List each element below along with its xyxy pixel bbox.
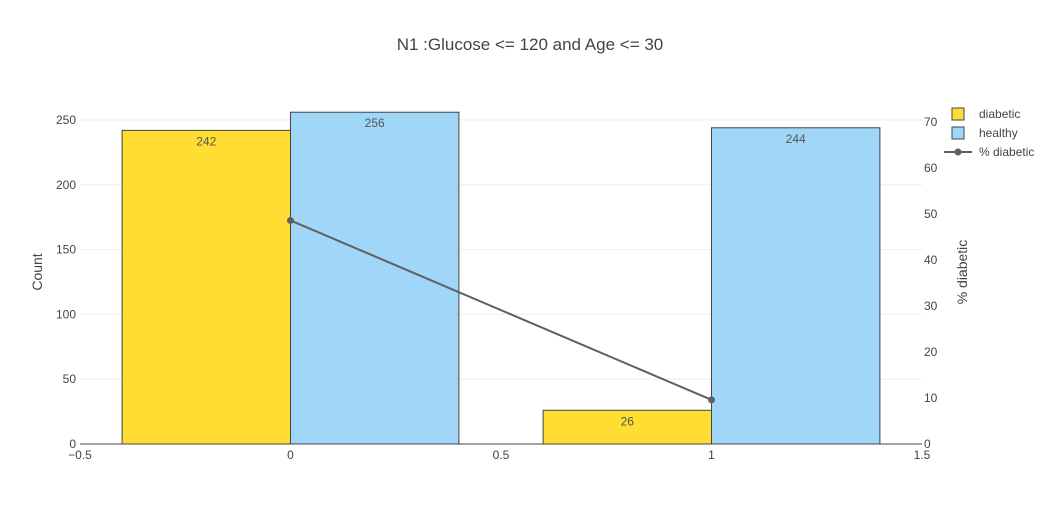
y2-tick-label: 50: [924, 207, 938, 221]
bar-value-label: 256: [365, 116, 385, 130]
bar-value-label: 242: [196, 134, 216, 148]
x-tick-label: 0: [287, 448, 294, 462]
y-tick-label: 0: [69, 437, 76, 451]
bar-diabetic[interactable]: [542, 409, 712, 445]
legend-label[interactable]: % diabetic: [979, 145, 1034, 159]
bar-diabetic[interactable]: [121, 129, 291, 445]
legend-label[interactable]: diabetic: [979, 107, 1020, 121]
y2-tick-label: 10: [924, 391, 938, 405]
x-tick-label: 1: [708, 448, 715, 462]
x-tick-label: 0.5: [493, 448, 510, 462]
y2-tick-label: 60: [924, 161, 938, 175]
x-tick-label: 1.5: [914, 448, 931, 462]
line-point[interactable]: [708, 396, 715, 404]
y-tick-label: 250: [56, 113, 76, 127]
y2-tick-label: 70: [924, 115, 938, 129]
y2-axis-label: % diabetic: [954, 240, 970, 305]
percent-diabetic-line[interactable]: [290, 219, 712, 401]
y-axis-label: Count: [29, 253, 45, 290]
bar-healthy[interactable]: [711, 127, 881, 445]
bar-healthy[interactable]: [290, 111, 460, 445]
bar-value-label: 244: [786, 132, 806, 146]
legend-label[interactable]: healthy: [979, 126, 1018, 140]
chart-title: N1 :Glucose <= 120 and Age <= 30: [397, 35, 664, 54]
y-tick-label: 200: [56, 178, 76, 192]
x-tick-label: −0.5: [68, 448, 92, 462]
bars: [121, 111, 881, 445]
y-tick-label: 100: [56, 307, 76, 321]
y-tick-label: 150: [56, 243, 76, 257]
y2-tick-label: 40: [924, 253, 938, 267]
y-tick-label: 50: [63, 372, 77, 386]
bar-labels: 242 256 26 244: [196, 116, 806, 428]
line-point[interactable]: [287, 216, 294, 224]
legend-swatch[interactable]: [951, 126, 965, 140]
y2-tick-label: 30: [924, 299, 938, 313]
y2-tick-label: 0: [924, 437, 931, 451]
legend-line-marker: [954, 148, 962, 156]
percent-line: [287, 216, 715, 404]
bar-value-label: 26: [621, 414, 635, 428]
y2-tick-label: 20: [924, 345, 938, 359]
legend[interactable]: diabetic healthy % diabetic: [944, 107, 1034, 159]
legend-swatch[interactable]: [951, 107, 965, 121]
